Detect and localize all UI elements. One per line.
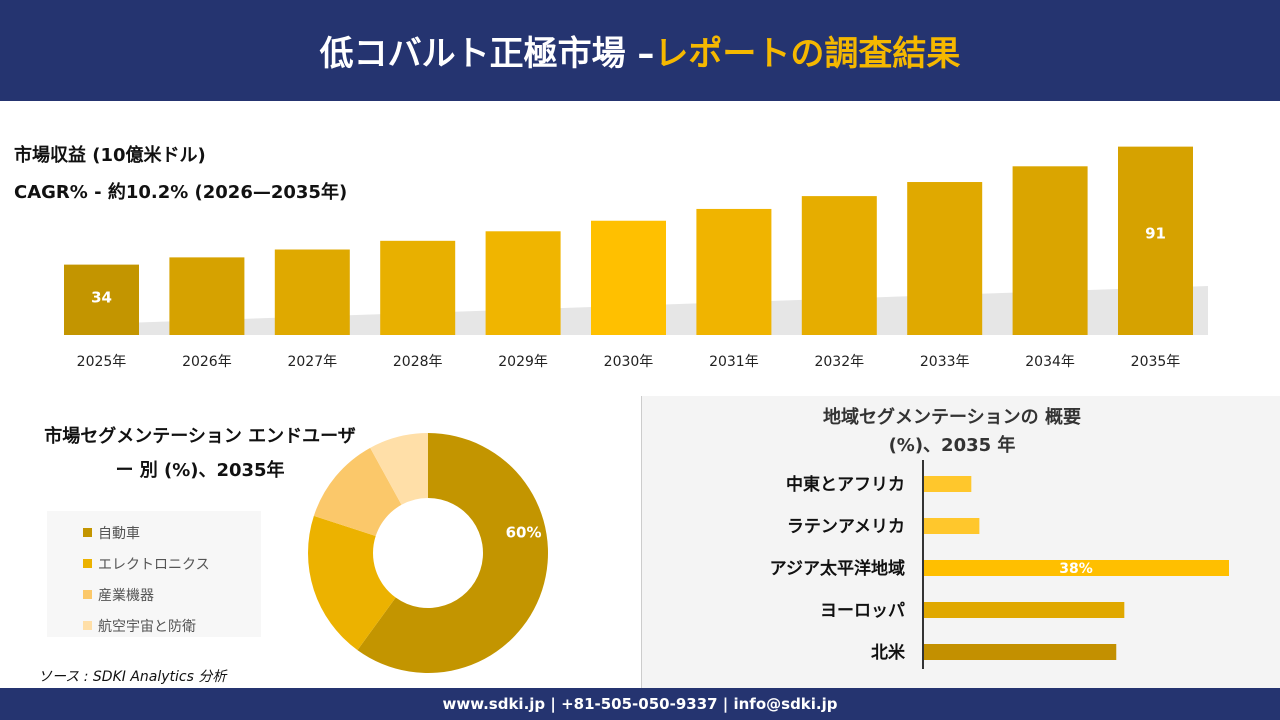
x-tick-label: 2030年 xyxy=(604,354,654,370)
x-tick-label: 2026年 xyxy=(182,354,232,370)
region-label: 北米 xyxy=(871,642,906,663)
bar-2031年 xyxy=(696,208,772,335)
revenue-section: 市場収益 (10億米ドル) CAGR% - 約10.2% (2026—2035年… xyxy=(0,101,1280,396)
donut-slice-3 xyxy=(370,433,428,505)
x-tick-label: 2027年 xyxy=(287,354,337,370)
legend-item: エレクトロニクス xyxy=(83,548,261,579)
region-bar-3 xyxy=(923,602,1125,618)
region-label: アジア太平洋地域 xyxy=(770,558,905,579)
x-tick-label: 2025年 xyxy=(77,354,127,370)
x-tick-label: 2028年 xyxy=(393,354,443,370)
revenue-label: 市場収益 (10億米ドル) xyxy=(14,145,206,166)
region-label: ラテンアメリカ xyxy=(787,517,905,537)
title-accent: レポートの調査結果 xyxy=(654,34,961,74)
legend-swatch xyxy=(83,559,92,568)
bar-2027年 xyxy=(274,249,350,335)
end-user-segment-panel: 市場セグメンテーション エンドユーザー 別 (%)、2035年 自動車エレクトロ… xyxy=(0,396,640,688)
revenue-bar-chart: 2025年 34 2026年 2027年 2028年 2029年 2030年 2031年 203… xyxy=(64,146,1208,370)
legend-item: 自動車 xyxy=(83,517,261,548)
bar-2025年 xyxy=(64,264,139,335)
donut-title: 市場セグメンテーション エンドユーザー 別 (%)、2035年 xyxy=(44,426,356,481)
legend-label: エレクトロニクス xyxy=(98,556,210,573)
legend-swatch xyxy=(83,621,92,630)
region-bar-0 xyxy=(923,476,972,492)
legend-label: 産業機器 xyxy=(98,587,154,604)
x-tick-label: 2035年 xyxy=(1131,354,1181,370)
bar-2029年 xyxy=(485,231,561,335)
title-main: 低コバルト正極市場 – xyxy=(319,34,655,74)
region-segment-panel: 地域セグメンテーションの 概要 (%)、2035 年 中東とアフリカ ラテンアメリ… xyxy=(641,396,1280,688)
donut-slice-1 xyxy=(308,515,396,651)
header-banner: 低コバルト正極市場 – レポートの調査結果 xyxy=(0,0,1280,101)
source-note: ソース : SDKI Analytics 分析 xyxy=(38,669,227,685)
bar-2032年 xyxy=(801,196,877,335)
legend-label: 航空宇宙と防衛 xyxy=(98,618,196,635)
region-bar-4 xyxy=(923,644,1117,660)
x-tick-label: 2034年 xyxy=(1025,354,1075,370)
bar-2026年 xyxy=(169,257,245,335)
x-tick-label: 2032年 xyxy=(814,354,864,370)
region-data-label: 38% xyxy=(1059,561,1093,577)
bar-2034年 xyxy=(1012,166,1088,335)
x-tick-label: 2029年 xyxy=(498,354,548,370)
bar-2028年 xyxy=(380,240,456,335)
legend-item: 航空宇宙と防衛 xyxy=(83,610,261,641)
x-tick-label: 2031年 xyxy=(709,354,759,370)
legend-label: 自動車 xyxy=(98,525,140,542)
legend-swatch xyxy=(83,528,92,537)
x-tick-label: 2033年 xyxy=(920,354,970,370)
bar-2030年 xyxy=(591,220,666,335)
donut-legend: 自動車エレクトロニクス 産業機器航空宇宙と防衛 xyxy=(47,511,261,637)
end-user-donut-chart: 60% xyxy=(308,433,548,673)
region-bar-2 xyxy=(923,560,1229,576)
donut-data-label: 60% xyxy=(506,523,542,541)
cagr-label: CAGR% - 約10.2% (2026—2035年) xyxy=(14,182,348,203)
bar-data-label: 91 xyxy=(1145,225,1166,243)
footer-contact: www.sdki.jp | +81-505-050-9337 | info@sd… xyxy=(0,688,1280,720)
bar-2035年 xyxy=(1118,146,1193,335)
region-title: 地域セグメンテーションの 概要 (%)、2035 年 xyxy=(823,407,1081,456)
donut-slice-2 xyxy=(313,447,402,537)
legend-item: 産業機器 xyxy=(83,579,261,610)
region-bar-1 xyxy=(923,518,980,534)
donut-slice-0 xyxy=(357,433,548,673)
bar-2033年 xyxy=(907,182,983,335)
region-label: 中東とアフリカ xyxy=(786,474,905,495)
region-label: ヨーロッパ xyxy=(820,601,905,621)
bar-data-label: 34 xyxy=(91,289,112,307)
legend-swatch xyxy=(83,590,92,599)
